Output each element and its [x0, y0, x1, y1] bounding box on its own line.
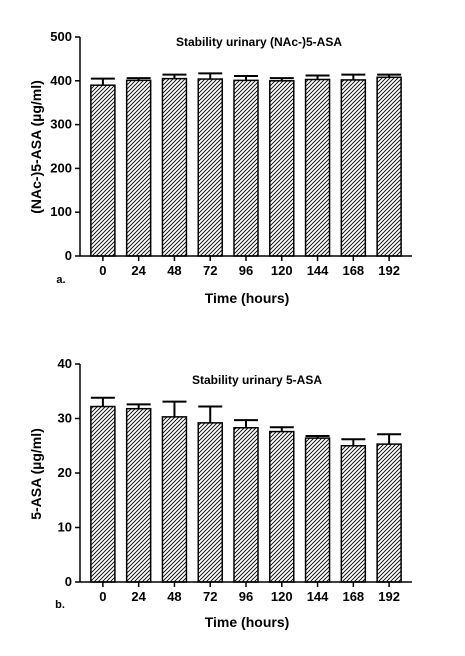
- chart-b: Stability urinary 5-ASA 5-ASA (µg/ml) Ti…: [28, 356, 412, 630]
- y-tick-label: 200: [50, 160, 72, 175]
- bar: [233, 427, 259, 583]
- bar: [340, 445, 367, 583]
- y-tick-label: 10: [58, 520, 72, 535]
- x-tick-label: 96: [239, 589, 253, 604]
- x-tick-label: 120: [271, 263, 293, 278]
- bar: [197, 78, 223, 257]
- bar: [90, 405, 116, 583]
- chart-b-xlabel: Time (hours): [205, 614, 290, 630]
- y-tick-label: 40: [58, 356, 72, 371]
- bar: [125, 79, 152, 257]
- y-tick-label: 30: [58, 411, 72, 426]
- x-tick-label: 120: [271, 589, 293, 604]
- x-tick-label: 96: [239, 263, 253, 278]
- x-tick-label: 168: [342, 263, 364, 278]
- chart-a: Stability urinary (NAc-)5-ASA (NAc-)5-AS…: [28, 29, 412, 306]
- x-tick-label: 0: [99, 263, 106, 278]
- y-tick-label: 400: [50, 73, 72, 88]
- bar: [161, 77, 188, 257]
- x-tick-label: 72: [203, 263, 217, 278]
- y-tick-label: 20: [58, 465, 72, 480]
- chart-a-ylabel: (NAc-)5-ASA (µg/ml): [28, 80, 44, 214]
- y-tick-label: 0: [65, 574, 72, 589]
- y-tick-label: 300: [50, 117, 72, 132]
- x-tick-label: 72: [203, 589, 217, 604]
- bar: [125, 407, 152, 583]
- chart-b-panel-label: b.: [55, 599, 65, 611]
- bar: [269, 430, 295, 583]
- x-tick-label: 48: [167, 589, 181, 604]
- y-tick-label: 500: [50, 29, 72, 44]
- x-tick-label: 192: [378, 263, 400, 278]
- bar: [161, 416, 188, 583]
- y-tick-label: 0: [65, 248, 72, 263]
- chart-b-ylabel: 5-ASA (µg/ml): [28, 428, 44, 520]
- bar: [376, 76, 402, 257]
- bar: [90, 84, 116, 257]
- x-tick-label: 24: [131, 263, 146, 278]
- chart-b-title: Stability urinary 5-ASA: [192, 373, 322, 387]
- x-tick-label: 0: [99, 589, 106, 604]
- x-tick-label: 144: [307, 263, 329, 278]
- bar: [340, 79, 367, 257]
- x-tick-label: 48: [167, 263, 181, 278]
- bar: [304, 78, 331, 257]
- bar: [304, 437, 331, 583]
- bar: [269, 80, 295, 257]
- x-tick-label: 24: [131, 589, 146, 604]
- chart-b-plot: 0 10 20 30 40 0 24 48 72 96 120 144 168 192: [58, 356, 412, 604]
- chart-a-xlabel: Time (hours): [205, 290, 290, 306]
- chart-a-title: Stability urinary (NAc-)5-ASA: [176, 35, 342, 49]
- chart-a-plot: 0 100 200 300 400 500 0 24 48 72 96 120 144 168 192: [50, 29, 412, 278]
- x-tick-label: 144: [307, 589, 329, 604]
- bar: [376, 443, 402, 583]
- x-tick-label: 192: [378, 589, 400, 604]
- x-tick-label: 168: [342, 589, 364, 604]
- y-tick-label: 100: [50, 204, 72, 219]
- bar: [197, 422, 223, 583]
- bar: [233, 79, 259, 257]
- chart-a-panel-label: a.: [56, 274, 65, 286]
